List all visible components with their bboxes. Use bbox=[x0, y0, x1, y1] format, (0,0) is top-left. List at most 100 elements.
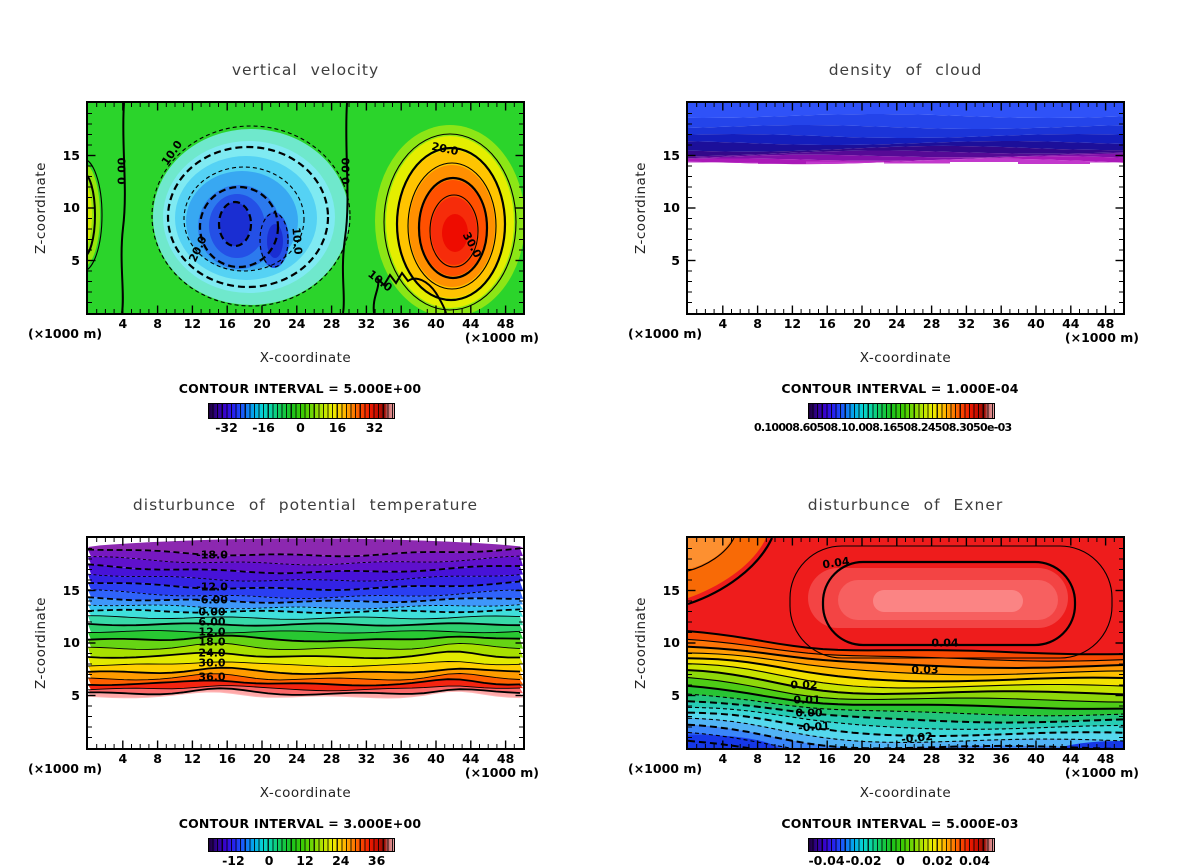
x-tick-label: 24 bbox=[288, 316, 306, 331]
x-tick-label: 44 bbox=[462, 316, 480, 331]
x-tick-label: 16 bbox=[218, 316, 236, 331]
colorbar-tick-label: -32 bbox=[215, 420, 238, 435]
contour-interval-label: CONTOUR INTERVAL = 3.000E+00 bbox=[178, 816, 422, 831]
colorbar bbox=[208, 838, 395, 852]
colorbar-tick-labels-overlapped: 0.10008.60508.10.008.16508.24508.3050e-0… bbox=[754, 421, 1012, 434]
contour-label: 20.0 bbox=[430, 139, 460, 159]
colorbar bbox=[808, 838, 995, 852]
contour-label: 0.01 bbox=[793, 693, 821, 707]
x-tick-label: 48 bbox=[1096, 751, 1115, 766]
x-tick-label: 48 bbox=[1096, 316, 1115, 331]
colorbar-tick-label: 0.02 bbox=[922, 853, 953, 868]
y-tick-label: 15 bbox=[662, 147, 680, 163]
x-tick-label: 12 bbox=[183, 316, 202, 331]
plot-area bbox=[86, 536, 525, 750]
y-tick-label: 10 bbox=[662, 635, 680, 650]
x-tick-label: 36 bbox=[992, 751, 1010, 766]
y-tick-label: 5 bbox=[71, 252, 80, 268]
x-unit-right: (×1000 m) bbox=[1064, 330, 1139, 345]
colorbar-tick-label: 0 bbox=[296, 420, 305, 435]
x-tick-label: 44 bbox=[462, 751, 480, 766]
colorbar bbox=[208, 403, 395, 419]
y-tick-label: 5 bbox=[71, 687, 80, 703]
contour-label: 24.0 bbox=[198, 646, 226, 660]
x-tick-label: 24 bbox=[288, 751, 306, 766]
contour-label: 0.00 bbox=[339, 157, 353, 185]
x-tick-label: 48 bbox=[496, 316, 515, 331]
x-tick-label: 28 bbox=[922, 316, 941, 331]
contour-label: -12.0 bbox=[196, 580, 228, 594]
colorbar-tick-label: -12 bbox=[222, 853, 245, 868]
y-axis-label: Z-coordinate bbox=[33, 597, 49, 689]
contour-label: 30.0 bbox=[459, 229, 485, 261]
x-tick-label: 8 bbox=[153, 751, 162, 766]
colorbar-tick-label: 0.04 bbox=[959, 853, 990, 868]
x-tick-label: 16 bbox=[818, 751, 836, 766]
x-tick-label: 12 bbox=[783, 751, 802, 766]
panel-title: disturbunce of potential temperature bbox=[132, 496, 479, 514]
contour-label: -0.02 bbox=[900, 729, 934, 747]
contour-label: 0.04 bbox=[821, 554, 851, 572]
x-tick-label: 8 bbox=[753, 316, 762, 331]
x-axis-label: X-coordinate bbox=[859, 350, 952, 366]
x-tick-label: 20 bbox=[253, 751, 271, 766]
colorbar-tick-label: 16 bbox=[328, 420, 347, 435]
x-tick-label: 32 bbox=[357, 751, 376, 766]
x-tick-label: 12 bbox=[783, 316, 802, 331]
x-tick-label: 12 bbox=[183, 751, 202, 766]
contour-label: 12.0 bbox=[198, 625, 226, 639]
contour-label: 30.0 bbox=[198, 656, 226, 670]
contour-field bbox=[688, 103, 1123, 313]
contour-label: 10.0 bbox=[158, 138, 186, 168]
contour-label: 10.0 bbox=[289, 226, 305, 256]
colorbar-tick-label: -0.04 bbox=[808, 853, 845, 868]
x-tick-label: 32 bbox=[957, 751, 976, 766]
colorbar-tick-label: 32 bbox=[365, 420, 384, 435]
plot-area bbox=[86, 101, 525, 315]
y-axis-label: Z-coordinate bbox=[633, 162, 649, 254]
x-tick-label: 16 bbox=[818, 316, 836, 331]
x-unit-left: (×1000 m) bbox=[28, 761, 103, 776]
colorbar-tick-label: -0.02 bbox=[845, 853, 882, 868]
x-unit-right: (×1000 m) bbox=[464, 330, 539, 345]
contour-label: 0.00 bbox=[198, 605, 226, 619]
x-tick-label: 20 bbox=[253, 316, 271, 331]
contour-label: 0.03 bbox=[911, 663, 939, 677]
y-tick-label: 15 bbox=[62, 582, 80, 598]
x-tick-label: 28 bbox=[322, 751, 341, 766]
y-tick-label: 10 bbox=[62, 635, 80, 650]
contour-label: 0.02 bbox=[790, 678, 818, 692]
colorbar-tick-label: 12 bbox=[296, 853, 314, 868]
contour-field bbox=[688, 538, 1123, 748]
panel-title: disturbunce of Exner bbox=[807, 496, 1004, 514]
y-tick-label: 15 bbox=[62, 147, 80, 163]
x-tick-label: 8 bbox=[153, 316, 162, 331]
x-tick-label: 40 bbox=[1027, 316, 1045, 331]
x-tick-label: 40 bbox=[427, 751, 445, 766]
contour-label: -6.00 bbox=[196, 593, 228, 607]
x-tick-label: 32 bbox=[957, 316, 976, 331]
y-tick-label: 15 bbox=[662, 582, 680, 598]
x-unit-left: (×1000 m) bbox=[628, 326, 703, 341]
x-axis-label: X-coordinate bbox=[859, 785, 952, 801]
x-tick-label: 40 bbox=[427, 316, 445, 331]
panel-title: vertical velocity bbox=[231, 61, 380, 79]
contour-label: 10.0 bbox=[365, 267, 395, 295]
contour-label: 0.00 bbox=[115, 157, 129, 185]
x-tick-label: 24 bbox=[888, 751, 906, 766]
contour-interval-label: CONTOUR INTERVAL = 5.000E+00 bbox=[178, 381, 422, 396]
x-unit-left: (×1000 m) bbox=[28, 326, 103, 341]
x-tick-label: 4 bbox=[718, 316, 728, 331]
x-unit-left: (×1000 m) bbox=[628, 761, 703, 776]
y-tick-label: 10 bbox=[62, 200, 80, 215]
contour-label: 0.04 bbox=[931, 636, 959, 650]
contour-label: 18.0 bbox=[198, 635, 226, 649]
x-unit-right: (×1000 m) bbox=[464, 765, 539, 780]
contour-label: -0.01 bbox=[797, 719, 831, 735]
x-tick-label: 4 bbox=[118, 751, 128, 766]
x-axis-label: X-coordinate bbox=[259, 785, 352, 801]
contour-interval-label: CONTOUR INTERVAL = 5.000E-03 bbox=[781, 816, 1019, 831]
